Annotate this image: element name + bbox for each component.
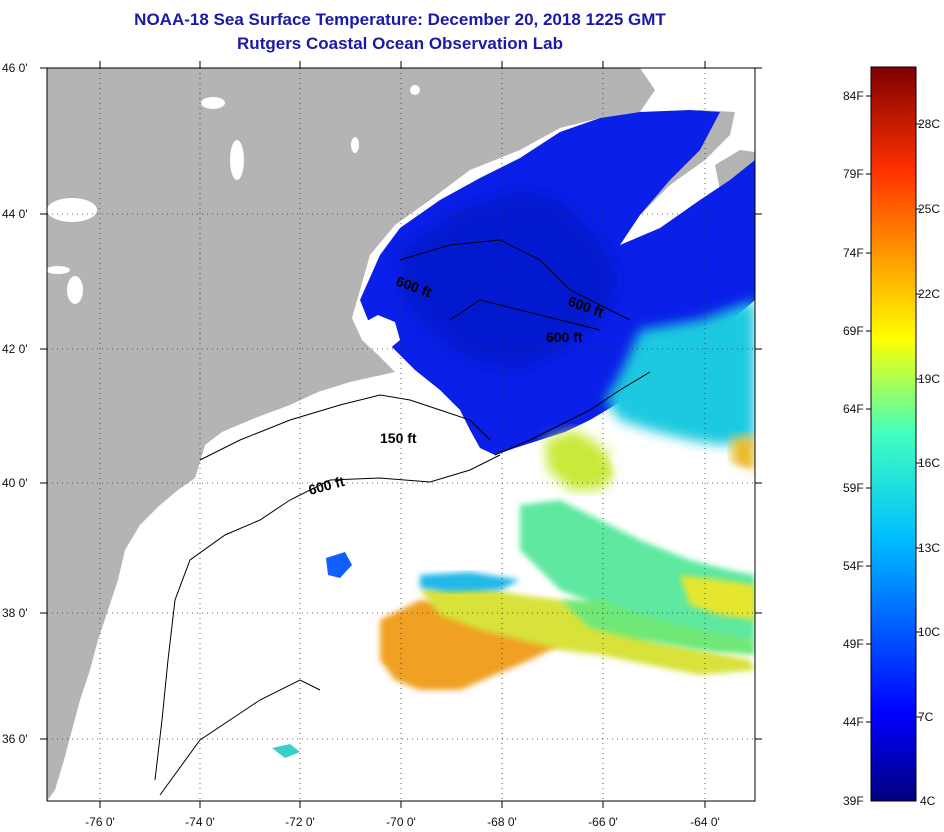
cb-c-4: 4C [920, 794, 936, 808]
map-title: NOAA-18 Sea Surface Temperature: Decembe… [134, 10, 666, 29]
cb-c-25: 25C [918, 202, 940, 216]
cyan-speck [272, 744, 300, 758]
contour-label-600-c: 600 ft [546, 329, 583, 345]
blue-patch [326, 552, 352, 578]
lon-label-64: -64 0' [690, 815, 720, 829]
bathymetry-contours [154, 239, 651, 796]
lon-label-76: -76 0' [85, 815, 115, 829]
cb-c-10: 10C [918, 625, 940, 639]
land-mass [47, 68, 655, 801]
graticule [47, 68, 755, 801]
cb-f-39: 39F [843, 794, 864, 808]
cb-c-13: 13C [918, 541, 940, 555]
south-green [560, 600, 755, 655]
lon-label-66: -66 0' [588, 815, 618, 829]
south-warm-yellow [420, 585, 755, 675]
lat-label-38: 38 0' [2, 606, 28, 620]
cb-c-7: 7C [918, 710, 934, 724]
lat-label-44: 44 0' [2, 207, 28, 221]
colorbar-ticks [866, 95, 921, 723]
lon-label-68: -68 0' [487, 815, 517, 829]
cb-f-54: 54F [843, 559, 864, 573]
cloud-patch [610, 450, 755, 530]
cold-water-dark [400, 190, 620, 370]
south-cyan [420, 572, 520, 592]
lat-label-36: 36 0' [2, 732, 28, 746]
transition-water [605, 300, 755, 445]
lon-label-74: -74 0' [185, 815, 215, 829]
warm-water-east [545, 430, 620, 490]
lon-label-70: -70 0' [386, 815, 416, 829]
yellow-band [680, 575, 755, 620]
map-subtitle: Rutgers Coastal Ocean Observation Lab [237, 34, 563, 53]
cb-f-59: 59F [843, 481, 864, 495]
cb-c-19: 19C [918, 372, 940, 386]
cb-f-79: 79F [843, 167, 864, 181]
lon-label-72: -72 0' [285, 815, 315, 829]
cb-f-69: 69F [843, 324, 864, 338]
lat-label-40: 40 0' [2, 476, 28, 490]
cb-c-28: 28C [918, 117, 940, 131]
cb-c-22: 22C [918, 287, 940, 301]
lat-label-42: 42 0' [2, 342, 28, 356]
cb-f-49: 49F [843, 637, 864, 651]
contour-label-150: 150 ft [380, 430, 417, 446]
cb-f-44: 44F [843, 715, 864, 729]
cb-c-16: 16C [918, 456, 940, 470]
cb-f-64: 64F [843, 402, 864, 416]
green-band [520, 500, 755, 650]
cape-cod [365, 315, 400, 350]
colorbar [870, 66, 917, 802]
warm-water-east-2 [730, 435, 755, 475]
cb-f-74: 74F [843, 246, 864, 260]
axis-ticks [40, 61, 762, 808]
lat-label-46: 46 0' [2, 61, 28, 75]
cb-f-84: 84F [843, 89, 864, 103]
inland-lakes [47, 85, 420, 304]
